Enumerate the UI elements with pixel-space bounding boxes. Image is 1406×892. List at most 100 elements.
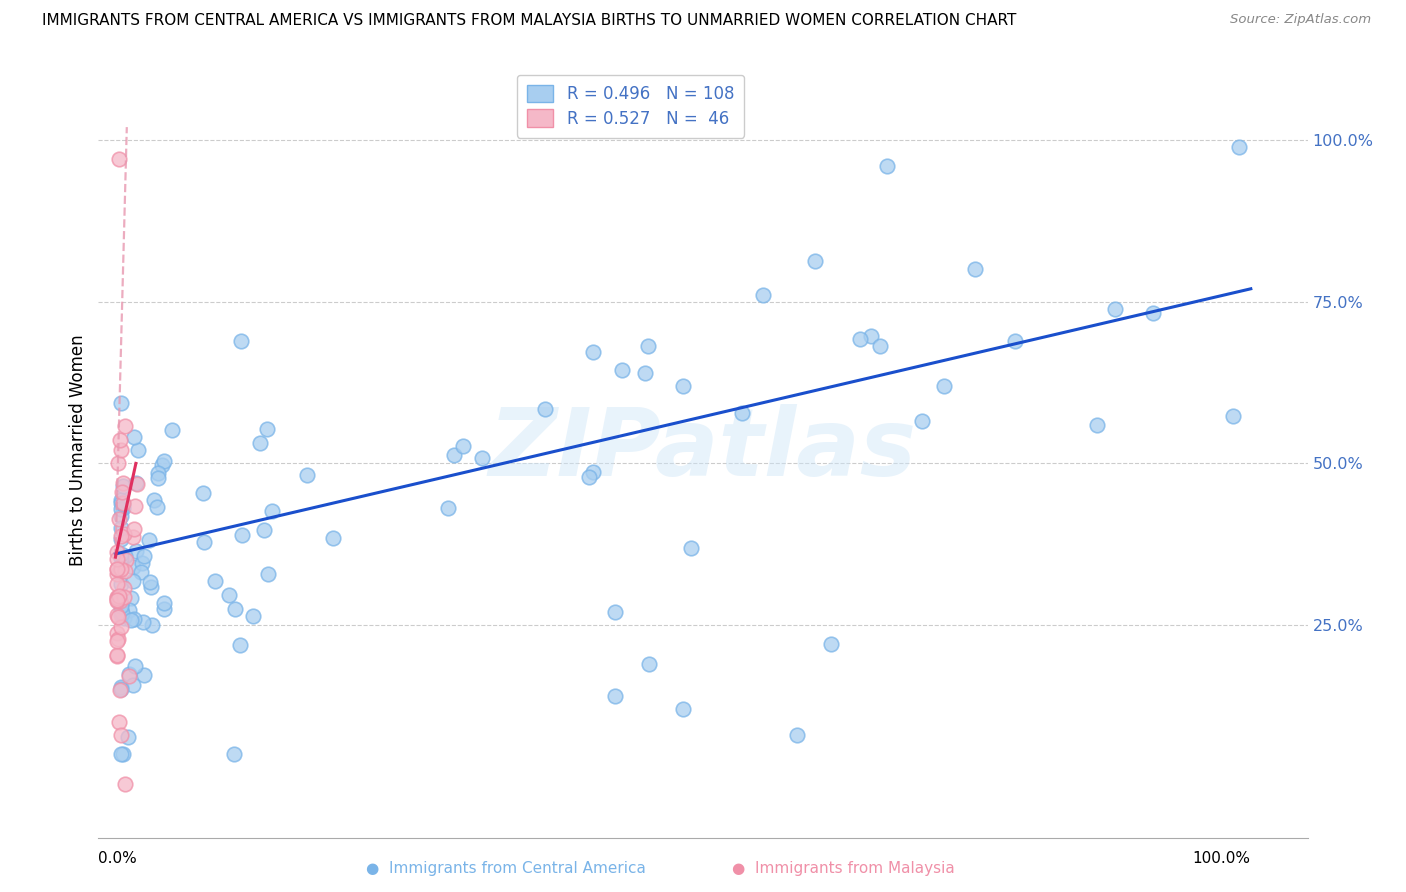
Point: [110, 680, 132, 694]
Point: [111, 501, 134, 516]
Point: [443, 449, 465, 463]
Point: [110, 607, 132, 622]
Point: [786, 728, 808, 742]
Text: ZIPatlas: ZIPatlas: [489, 404, 917, 497]
Point: [120, 613, 142, 627]
Point: [932, 379, 955, 393]
Point: [110, 577, 132, 591]
Point: [111, 484, 134, 499]
Point: [110, 396, 132, 410]
Text: IMMIGRANTS FROM CENTRAL AMERICA VS IMMIGRANTS FROM MALAYSIA BIRTHS TO UNMARRIED : IMMIGRANTS FROM CENTRAL AMERICA VS IMMIG…: [42, 13, 1017, 29]
Point: [965, 261, 987, 276]
Point: [121, 559, 143, 574]
Point: [105, 648, 128, 663]
Point: [105, 608, 128, 623]
Point: [107, 591, 129, 606]
Point: [138, 533, 160, 547]
Point: [110, 532, 132, 546]
Point: [122, 574, 145, 588]
Point: [672, 702, 695, 716]
Text: 100.0%: 100.0%: [1192, 851, 1251, 866]
Point: [110, 681, 132, 696]
Point: [252, 523, 274, 537]
Point: [110, 492, 132, 507]
Point: [150, 458, 173, 473]
Point: [153, 597, 176, 611]
Point: [162, 423, 184, 437]
Point: [124, 658, 146, 673]
Point: [110, 620, 132, 634]
Point: [105, 590, 128, 604]
Point: [117, 730, 139, 744]
Point: [125, 476, 148, 491]
Point: [437, 500, 460, 515]
Point: [679, 541, 702, 556]
Point: [110, 551, 132, 566]
Point: [262, 504, 284, 518]
Point: [224, 602, 246, 616]
Text: ●  Immigrants from Malaysia: ● Immigrants from Malaysia: [733, 861, 955, 876]
Point: [603, 690, 626, 704]
Point: [1085, 417, 1108, 432]
Point: [108, 715, 131, 730]
Point: [638, 657, 661, 671]
Point: [122, 613, 145, 627]
Point: [132, 668, 155, 682]
Point: [110, 561, 132, 575]
Point: [141, 618, 163, 632]
Point: [105, 562, 128, 576]
Point: [222, 747, 245, 762]
Point: [121, 678, 143, 692]
Point: [672, 379, 695, 393]
Point: [111, 495, 134, 509]
Point: [204, 574, 226, 589]
Point: [107, 511, 129, 525]
Point: [110, 747, 132, 762]
Point: [534, 401, 557, 416]
Point: [146, 471, 169, 485]
Point: [110, 496, 132, 510]
Point: [110, 509, 132, 524]
Point: [804, 253, 827, 268]
Point: [127, 443, 149, 458]
Point: [105, 552, 128, 566]
Point: [114, 564, 136, 578]
Point: [107, 457, 129, 471]
Point: [112, 526, 135, 541]
Point: [105, 567, 128, 582]
Point: [124, 499, 146, 513]
Point: [731, 406, 754, 420]
Point: [231, 528, 253, 542]
Point: [849, 332, 872, 346]
Point: [110, 606, 132, 620]
Point: [114, 776, 136, 790]
Point: [256, 422, 278, 436]
Point: [578, 470, 600, 484]
Point: [110, 521, 132, 535]
Point: [1142, 306, 1164, 320]
Legend: R = 0.496   N = 108, R = 0.527   N =  46: R = 0.496 N = 108, R = 0.527 N = 46: [516, 75, 744, 137]
Point: [112, 590, 135, 604]
Point: [134, 549, 156, 564]
Point: [110, 597, 132, 611]
Point: [112, 581, 135, 595]
Point: [105, 545, 128, 559]
Point: [108, 594, 131, 608]
Point: [111, 475, 134, 490]
Point: [108, 434, 131, 448]
Point: [257, 567, 280, 582]
Point: [108, 564, 131, 578]
Text: ●  Immigrants from Central America: ● Immigrants from Central America: [366, 861, 647, 876]
Point: [193, 535, 215, 549]
Point: [911, 414, 934, 428]
Point: [118, 666, 141, 681]
Point: [111, 497, 134, 511]
Point: [105, 594, 128, 608]
Point: [637, 339, 659, 353]
Point: [105, 625, 128, 640]
Point: [242, 608, 264, 623]
Point: [153, 601, 176, 615]
Point: [105, 593, 128, 607]
Point: [229, 334, 252, 349]
Point: [139, 580, 162, 594]
